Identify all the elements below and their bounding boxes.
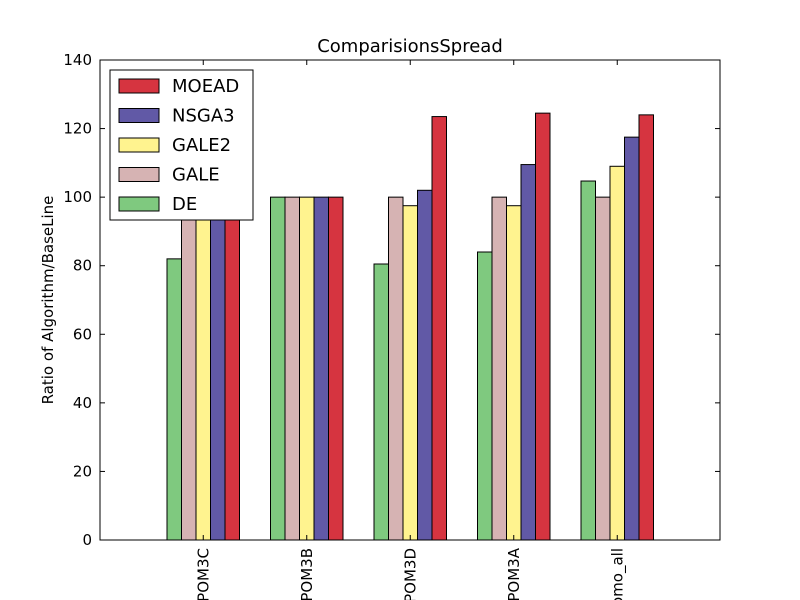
y-tick-label: 80 [73, 257, 92, 275]
bar-moead-pom3c [224, 196, 240, 541]
y-tick-label: 140 [63, 51, 92, 69]
y-axis-ticks: 0 20 40 60 80 100 120 140 [63, 51, 720, 549]
legend-label-gale2: GALE2 [172, 135, 231, 156]
bar-nsga3-xomo_all [624, 136, 640, 541]
x-axis-ticks: POM3C POM3B POM3D POM3A xomo_all [194, 60, 627, 600]
x-tick-label: POM3C [194, 548, 212, 600]
chart-title: ComparisionsSpread [317, 36, 503, 57]
bar-moead-xomo_all [638, 114, 654, 541]
x-tick-label: POM3D [401, 548, 419, 600]
bar-nsga3-pom3a [520, 164, 536, 541]
y-tick-label: 20 [73, 462, 92, 480]
bar-de-pom3a [477, 251, 493, 541]
legend-label-nsga3: NSGA3 [172, 106, 235, 127]
bar-gale-pom3b [284, 196, 300, 541]
bar-nsga3-pom3d [417, 189, 433, 541]
bar-nsga3-pom3c [210, 196, 226, 541]
bar-de-pom3c [166, 258, 182, 541]
bar-de-pom3b [270, 196, 286, 541]
bar-gale2-pom3c [195, 196, 211, 541]
x-tick-label: POM3B [298, 548, 316, 600]
x-tick-label: xomo_all [608, 548, 627, 600]
x-tick-label: POM3A [505, 547, 523, 600]
bar-moead-pom3a [535, 112, 551, 541]
bar-moead-pom3b [328, 196, 344, 541]
legend-label-gale: GALE [172, 165, 220, 186]
plot-frame [99, 59, 721, 541]
y-tick-label: 0 [82, 531, 92, 549]
bar-moead-pom3d [431, 116, 447, 541]
legend-swatch-moead [118, 78, 160, 94]
y-axis-label: Ratio of Algorithm/BaseLine [39, 196, 57, 405]
bar-gale2-pom3d [402, 205, 418, 541]
bar-gale2-xomo_all [609, 165, 625, 541]
bars-group [166, 112, 654, 541]
bar-gale-pom3c [181, 196, 197, 541]
bar-nsga3-pom3b [313, 196, 329, 541]
y-tick-label: 100 [63, 188, 92, 206]
legend-label-moead: MOEAD [172, 76, 239, 97]
legend-label-de: DE [172, 194, 197, 215]
bar-gale-pom3d [388, 196, 404, 541]
y-tick-label: 120 [63, 120, 92, 138]
bar-gale-pom3a [491, 196, 507, 541]
legend-swatch-nsga3 [118, 108, 160, 123]
bar-gale2-pom3a [506, 205, 522, 541]
bar-gale2-pom3b [299, 196, 315, 541]
y-tick-label: 40 [73, 394, 92, 412]
y-tick-label: 60 [73, 325, 92, 343]
legend: MOEAD NSGA3 GALE2 GALE DE [109, 69, 254, 221]
bar-de-xomo_all [580, 180, 596, 541]
legend-swatch-gale [118, 167, 160, 182]
bar-de-pom3d [373, 263, 389, 541]
legend-swatch-de [118, 196, 160, 212]
bar-gale-xomo_all [595, 196, 611, 541]
legend-swatch-gale2 [118, 137, 160, 153]
